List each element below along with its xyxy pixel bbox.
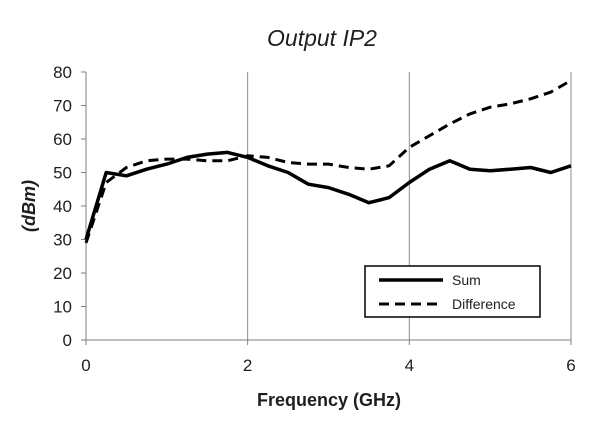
x-tick-label-0: 0 <box>81 356 90 375</box>
y-tick-label-60: 60 <box>53 130 72 149</box>
y-axis-label: (dBm) <box>19 180 39 232</box>
legend-label-sum: Sum <box>452 272 481 288</box>
y-tick-label-10: 10 <box>53 298 72 317</box>
x-tick-label-4: 4 <box>405 356 414 375</box>
legend: Sum Difference <box>364 265 541 318</box>
y-tick-label-40: 40 <box>53 197 72 216</box>
legend-box <box>364 265 541 318</box>
series-line-sum <box>84 150 572 241</box>
y-tick-label-20: 20 <box>53 264 72 283</box>
series-line-difference <box>84 79 572 244</box>
y-tick-label-80: 80 <box>53 63 72 82</box>
y-tick-label-50: 50 <box>53 164 72 183</box>
y-tick-label-0: 0 <box>63 331 72 350</box>
x-axis-label: Frequency (GHz) <box>257 390 401 410</box>
chart-title: Output IP2 <box>267 25 377 51</box>
x-tick-label-6: 6 <box>566 356 575 375</box>
x-tick-label-2: 2 <box>243 356 252 375</box>
plot-area: 0 10 20 30 40 50 60 70 80 0 2 4 6 <box>53 63 576 375</box>
y-tick-label-70: 70 <box>53 97 72 116</box>
y-tick-label-30: 30 <box>53 231 72 250</box>
legend-label-difference: Difference <box>452 296 516 312</box>
